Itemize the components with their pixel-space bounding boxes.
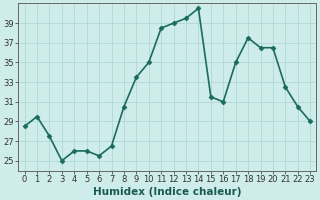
X-axis label: Humidex (Indice chaleur): Humidex (Indice chaleur) bbox=[93, 187, 242, 197]
